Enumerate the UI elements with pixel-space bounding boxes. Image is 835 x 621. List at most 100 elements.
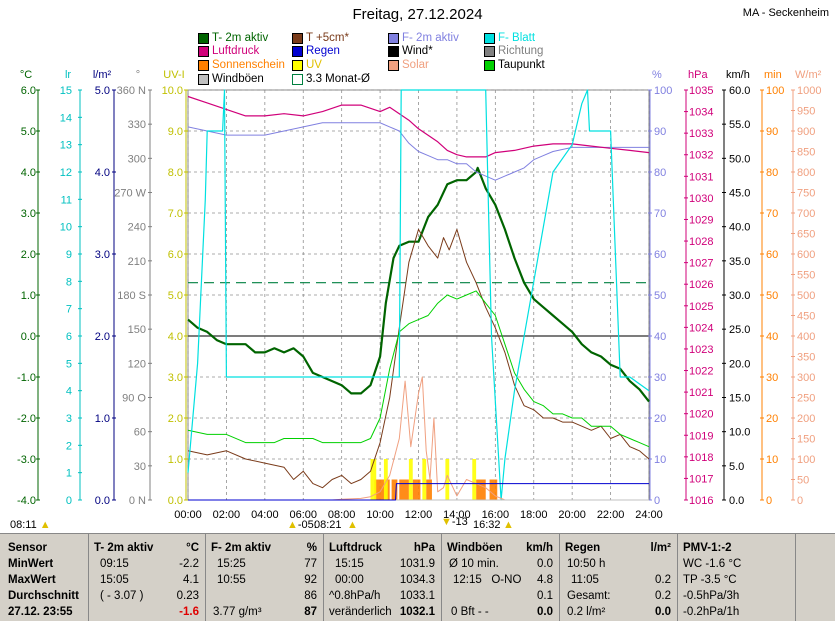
x-tick-label: 04:00 (251, 509, 279, 521)
axis-tick-label: 0.0 (21, 331, 36, 343)
axis-tick-label: 120 (128, 358, 146, 370)
table-header: Sensor (8, 542, 47, 554)
uv-bar (408, 459, 413, 500)
table-col-rain: Regen l/m² 10:50 h 11:05 0.2 Gesamt: 0.2… (559, 534, 678, 621)
axis-tick-label: 900 (797, 126, 815, 138)
legend-swatch (484, 45, 495, 57)
uv-bar (383, 459, 388, 500)
legend-item: Windböen (198, 73, 264, 85)
axis-tick-label: 1017 (689, 473, 713, 485)
axis-tick-label: 1026 (689, 279, 713, 291)
axis-tick-label: 10 (654, 454, 666, 466)
legend-swatch (292, 73, 303, 85)
table-header: Windböen (447, 542, 503, 554)
axis-tick-label: 0.0 (729, 495, 744, 507)
axis-tick-label: 8.0 (168, 167, 183, 179)
legend-item: 3.3 Monat-Ø (292, 73, 370, 85)
axis-tick-label: 650 (797, 229, 815, 241)
axis-tick-label: 200 (797, 413, 815, 425)
legend-swatch (198, 73, 209, 85)
axis-tick-label: 1024 (689, 322, 713, 334)
cell: veränderlich (329, 606, 392, 618)
axis-tick-label: 8 (66, 276, 72, 288)
axis-tick-label: 9.0 (168, 126, 183, 138)
axis-tick-label: 2 (66, 440, 72, 452)
axis-tick-label: 600 (797, 249, 815, 261)
axis-tick-label: 1030 (689, 193, 713, 205)
table-unit: % (306, 542, 317, 554)
axis-tick-label: 10.0 (729, 427, 750, 439)
cell: ^0.8hPa/h (329, 590, 381, 602)
legend-swatch (484, 59, 495, 71)
cell: 0.23 (176, 590, 199, 602)
axis-unit-label: ° (136, 69, 140, 81)
x-tick-label: 00:00 (174, 509, 202, 521)
axis-tick-label: 330 (128, 119, 146, 131)
table-col-pmv: PMV-1:-2 WC -1.6 °C TP -3.5 °C -0.5hPa/3… (677, 534, 796, 621)
axis-tick-label: 1021 (689, 387, 713, 399)
x-tick-label: 16:00 (482, 509, 510, 521)
cell: 77 (304, 558, 317, 570)
sunshine-bar (399, 479, 409, 500)
axis-tick-label: 35.0 (729, 256, 750, 268)
table-unit: l/m² (650, 542, 671, 554)
cell: 10:55 (217, 574, 246, 586)
axis-tick-label: 5.0 (729, 461, 744, 473)
axis-tick-label: 100 (654, 85, 672, 97)
axis-tick-label: 4 (66, 386, 72, 398)
cell: Ø 10 min. (449, 558, 499, 570)
axis-tick-label: 5.0 (21, 126, 36, 138)
legend-label: 3.3 Monat-Ø (306, 73, 370, 85)
legend-label: Taupunkt (498, 59, 545, 71)
axis-tick-label: 1034 (689, 107, 713, 119)
axis-tick-label: 350 (797, 352, 815, 364)
axis-tick-label: 15.0 (729, 393, 750, 405)
current-gusts: 0.0 (537, 606, 553, 618)
current-pressure: 1032.1 (399, 606, 435, 618)
table-unit: °C (186, 542, 199, 554)
axis-tick-label: 300 (128, 153, 146, 165)
axis-tick-label: 55.0 (729, 119, 750, 131)
current-rain: 0.0 (655, 606, 671, 618)
axis-tick-label: 90 (766, 126, 778, 138)
axis-tick-label: 250 (797, 393, 815, 405)
axis-tick-label: 30.0 (729, 290, 750, 302)
axis-tick-label: 70 (654, 208, 666, 220)
cell: 15:05 (100, 574, 129, 586)
uv-bar (472, 459, 477, 500)
axis-tick-label: 950 (797, 106, 815, 118)
station-name: MA - Seckenheim (742, 7, 829, 19)
axis-tick-label: 750 (797, 188, 815, 200)
x-tick-label: 10:00 (366, 509, 394, 521)
axis-tick-label: 4.0 (21, 167, 36, 179)
cell: 11:05 (571, 574, 599, 586)
x-tick-label: 06:00 (289, 509, 317, 521)
legend-swatch (198, 45, 209, 57)
cell: 09:15 (100, 558, 129, 570)
axis-tick-label: 1035 (689, 85, 713, 97)
table-header: T- 2m aktiv (94, 542, 154, 554)
axis-tick-label: 1025 (689, 301, 713, 313)
cell: -0.2hPa/1h (683, 606, 740, 618)
axis-tick-label: 11 (61, 194, 72, 206)
axis-tick-label: 10.0 (162, 85, 183, 97)
legend-item: Sonnenschein (198, 59, 285, 71)
legend-item: F- 2m aktiv (388, 32, 459, 44)
cell: 15:15 (335, 558, 364, 570)
axis-unit-label: hPa (688, 69, 708, 81)
axis-tick-label: 0.0 (95, 495, 110, 507)
axis-tick-label: 1.0 (21, 290, 36, 302)
cell: 0 Bft - - (451, 606, 489, 618)
axis-tick-label: 210 (128, 256, 146, 268)
legend-swatch (292, 32, 303, 44)
legend-label: Solar (402, 59, 429, 71)
sunshine-bar (476, 479, 486, 500)
axis-tick-label: 80 (766, 167, 778, 179)
table-unit: km/h (526, 542, 553, 554)
axis-unit-label: W/m² (795, 69, 822, 81)
series-line (187, 228, 650, 489)
axis-tick-label: -3.0 (17, 454, 36, 466)
axis-tick-label: 0 (766, 495, 772, 507)
sunshine-bar (426, 479, 432, 500)
cell: -0.5hPa/3h (683, 590, 740, 602)
